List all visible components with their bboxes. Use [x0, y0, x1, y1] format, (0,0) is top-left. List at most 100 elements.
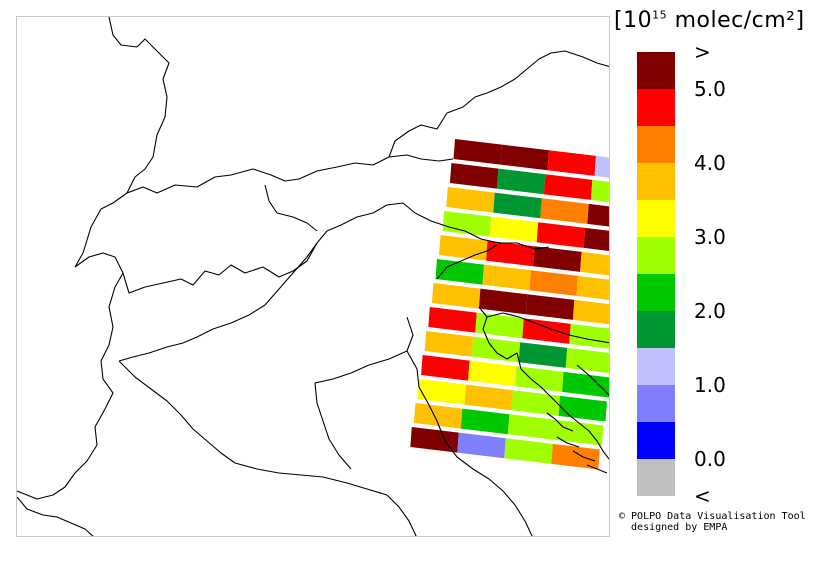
legend-label: 4.0	[694, 151, 726, 175]
legend-swatch	[637, 459, 675, 496]
border-slovenia-croatia	[486, 312, 609, 344]
swath-cell	[446, 187, 495, 213]
legend-label: 5.0	[694, 77, 726, 101]
legend-label: <	[694, 484, 711, 508]
swath-cell	[410, 427, 459, 453]
swath-cell	[572, 299, 609, 325]
swath-cell	[460, 408, 510, 435]
swath-cell	[529, 270, 578, 296]
swath-cell	[551, 443, 600, 470]
legend-swatch	[637, 274, 675, 311]
region-border-6	[386, 494, 417, 536]
swath-cell	[457, 432, 506, 459]
swath-cell	[478, 288, 528, 315]
swath-cell	[547, 150, 596, 176]
coastline-istria	[478, 306, 609, 460]
swath-cell	[540, 198, 589, 224]
swath-cell	[543, 174, 593, 200]
swath-cell	[511, 390, 560, 416]
legend-label: 2.0	[694, 299, 726, 323]
swath-cell	[558, 395, 607, 422]
swath-cell	[442, 211, 492, 237]
map-panel[interactable]	[16, 16, 610, 537]
swath-cell	[500, 144, 549, 171]
swath-cell	[471, 336, 521, 363]
border-germany-austria	[388, 50, 609, 158]
border-austria-italy	[264, 184, 318, 232]
swath-cell	[464, 384, 513, 411]
legend-swatch	[637, 311, 675, 348]
swath-cell	[587, 203, 609, 227]
legend-title-exponent: 15	[652, 8, 668, 22]
country-borders	[17, 17, 609, 536]
swath-cell	[576, 275, 609, 300]
swath-cell	[489, 216, 539, 243]
swath-cell	[504, 438, 553, 464]
credit-line-1: © POLPO Data Visualisation Tool	[619, 511, 806, 522]
swath-cell	[533, 246, 582, 272]
border-swiss-south	[74, 202, 416, 294]
legend-swatch	[637, 163, 675, 200]
border-italy-slovenia	[436, 244, 498, 280]
legend-title: [1015 molec/cm²]	[614, 8, 805, 33]
swath-cell	[439, 235, 488, 261]
swath-cell	[453, 139, 502, 165]
credit-line-2: designed by EMPA	[619, 522, 728, 533]
swath-cell	[580, 251, 609, 276]
swath-cell	[493, 192, 542, 219]
legend-swatch	[637, 348, 675, 385]
swath-cell	[413, 403, 463, 429]
legend-swatch	[637, 237, 675, 274]
swath-cell	[417, 379, 466, 405]
border-france-north	[74, 17, 170, 268]
swath-cell	[522, 318, 571, 344]
border-croatia-bosnia	[576, 364, 609, 396]
legend-label: 0.0	[694, 447, 726, 471]
swath-cell	[569, 323, 609, 349]
swath-cell	[583, 227, 609, 251]
swath-cell	[486, 240, 535, 267]
swath-cell	[565, 347, 609, 374]
swath-cell	[594, 155, 609, 178]
coastline-croatia-islands	[546, 412, 608, 474]
legend-colorbar	[637, 52, 675, 496]
legend-label: 1.0	[694, 373, 726, 397]
swath-cell	[518, 342, 568, 368]
swath-cell	[431, 283, 481, 309]
swath-cell	[515, 366, 564, 392]
region-border-2	[314, 350, 408, 384]
satellite-swath-cells	[410, 139, 609, 470]
legend-swatch	[637, 200, 675, 237]
credit-text: © POLPO Data Visualisation Tool designed…	[619, 511, 806, 533]
border-swiss-north	[126, 154, 454, 194]
region-border-5	[314, 382, 352, 470]
swath-cell	[496, 168, 546, 195]
swath-cell	[435, 259, 484, 285]
legend-swatch	[637, 385, 675, 422]
swath-cell	[482, 264, 531, 291]
legend-label: 3.0	[694, 225, 726, 249]
map-canvas[interactable]	[17, 17, 610, 537]
swath-cell	[525, 294, 575, 320]
swath-cell	[554, 419, 604, 446]
border-italy-france	[17, 272, 124, 500]
swath-cell	[590, 179, 609, 203]
legend-swatch	[637, 422, 675, 459]
coastline-ligurian	[17, 496, 94, 536]
swath-cell	[449, 163, 499, 189]
coastline-adriatic	[406, 316, 533, 536]
legend-swatch	[637, 52, 675, 89]
legend-swatch	[637, 89, 675, 126]
swath-cell	[475, 312, 524, 339]
swath-cell	[536, 222, 586, 248]
swath-cell	[421, 355, 470, 381]
legend-swatch	[637, 126, 675, 163]
region-border-1	[118, 242, 318, 362]
border-austria-east	[414, 212, 550, 250]
swath-cell	[562, 371, 609, 398]
swath-cell	[424, 331, 474, 357]
legend-label: >	[694, 40, 711, 64]
region-border-4	[234, 462, 388, 496]
swath-cell	[507, 414, 557, 440]
region-border-3	[118, 360, 236, 464]
